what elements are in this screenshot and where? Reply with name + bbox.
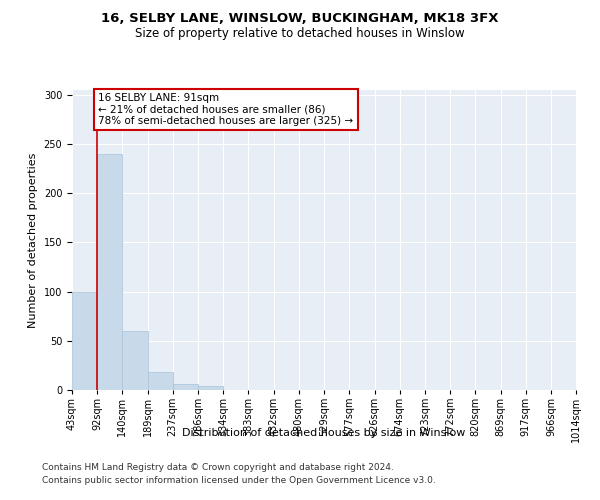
Text: Distribution of detached houses by size in Winslow: Distribution of detached houses by size …: [182, 428, 466, 438]
Text: Contains HM Land Registry data © Crown copyright and database right 2024.: Contains HM Land Registry data © Crown c…: [42, 464, 394, 472]
Text: 16 SELBY LANE: 91sqm
← 21% of detached houses are smaller (86)
78% of semi-detac: 16 SELBY LANE: 91sqm ← 21% of detached h…: [98, 93, 353, 126]
Bar: [122, 331, 148, 390]
Text: 16, SELBY LANE, WINSLOW, BUCKINGHAM, MK18 3FX: 16, SELBY LANE, WINSLOW, BUCKINGHAM, MK1…: [101, 12, 499, 26]
Text: Size of property relative to detached houses in Winslow: Size of property relative to detached ho…: [135, 28, 465, 40]
Bar: [148, 372, 173, 390]
Bar: [97, 154, 122, 390]
Bar: [72, 292, 97, 390]
Text: Contains public sector information licensed under the Open Government Licence v3: Contains public sector information licen…: [42, 476, 436, 485]
Bar: [198, 386, 223, 390]
Y-axis label: Number of detached properties: Number of detached properties: [28, 152, 38, 328]
Bar: [173, 384, 198, 390]
